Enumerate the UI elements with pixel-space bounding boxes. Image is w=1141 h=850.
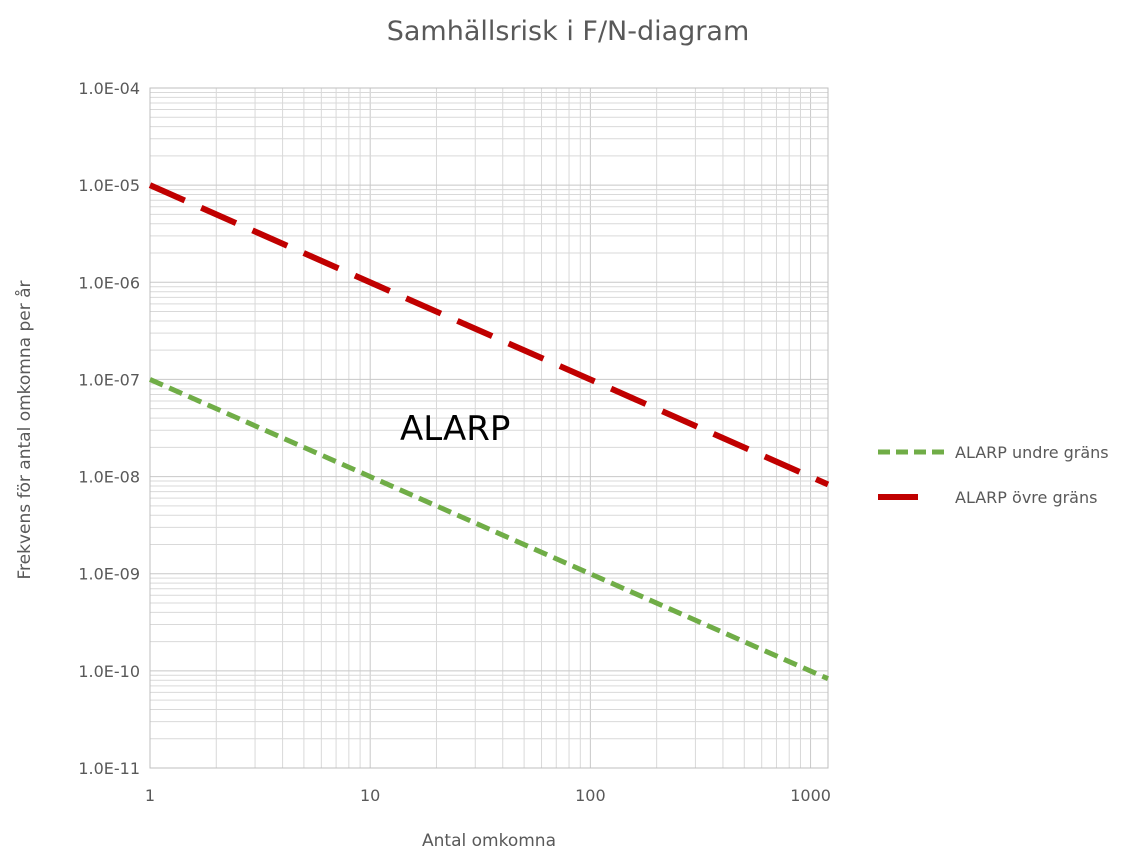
x-tick-label: 1 [145,786,155,805]
x-axis-title: Antal omkomna [422,831,556,850]
y-tick-label: 1.0E-09 [78,565,140,584]
plot-area [149,87,829,769]
y-axis-title: Frekvens för antal omkomna per år [14,280,35,579]
x-tick-label: 100 [575,786,606,805]
series-line-2 [148,182,830,488]
y-axis-ticks: 1.0E-11 1.0E-10 1.0E-09 1.0E-08 1.0E-07 1.0E-… [78,79,140,778]
y-tick-label: 1.0E-08 [78,468,140,487]
y-tick-label: 1.0E-05 [78,176,140,195]
y-tick-label: 1.0E-10 [78,662,140,681]
y-tick-label: 1.0E-11 [78,759,140,778]
alarp-annotation: ALARP [400,409,510,449]
y-tick-label: 1.0E-04 [78,79,140,98]
plot-border [149,87,829,769]
x-tick-label: 10 [360,786,380,805]
series-lines [148,182,830,682]
legend-label-2: ALARP övre gräns [955,488,1097,507]
legend-label-1: ALARP undre gräns [955,443,1109,462]
x-tick-label: 1000 [790,786,831,805]
grid [149,87,828,769]
series-line-1 [148,377,830,682]
x-axis-ticks: 1 10 100 1000 [145,786,831,805]
chart-title: Samhällsrisk i F/N-diagram [387,16,750,47]
y-tick-label: 1.0E-06 [78,273,140,292]
y-tick-label: 1.0E-07 [78,370,140,389]
legend: ALARP undre gräns ALARP övre gräns [878,443,1109,507]
